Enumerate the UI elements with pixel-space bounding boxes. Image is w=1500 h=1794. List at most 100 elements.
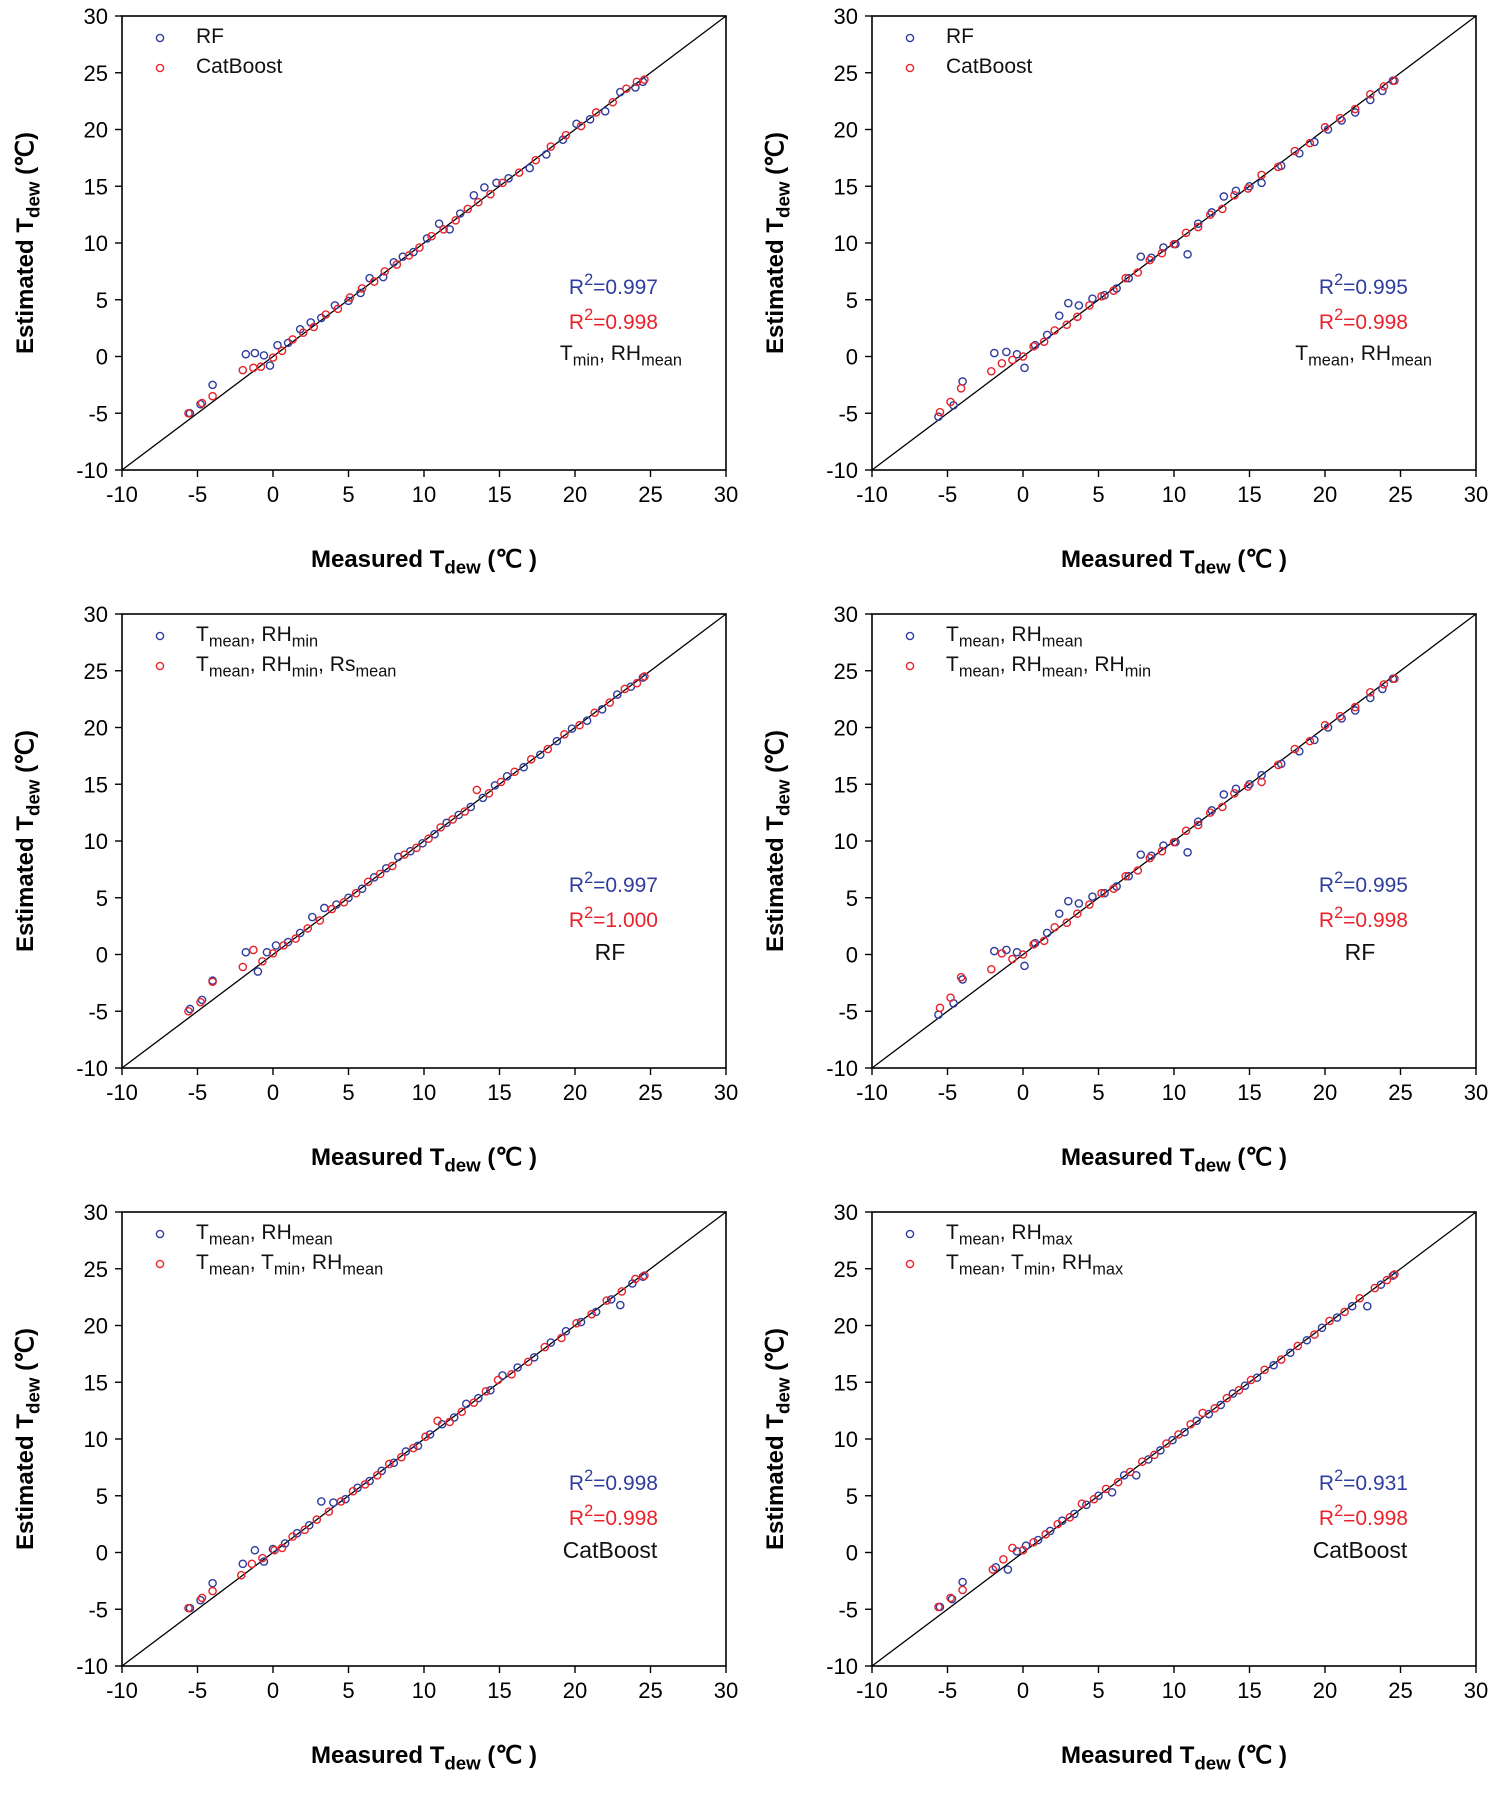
point-series-2 [608, 97, 618, 107]
panel-note: RF [1345, 941, 1376, 964]
point-series-1 [1269, 1360, 1278, 1370]
x-tick-label: 15 [1237, 1080, 1261, 1105]
subscript-text: mean [208, 662, 250, 681]
point-series-2 [1257, 170, 1266, 180]
x-tick-label: 0 [267, 1678, 279, 1703]
subscript-text: min [572, 351, 600, 370]
x-tick-label: -10 [856, 1678, 888, 1703]
y-tick-label: 15 [834, 1370, 858, 1395]
point-series-1 [1350, 108, 1360, 117]
point-series-1 [1063, 298, 1073, 308]
point-series-1 [389, 1458, 399, 1468]
point-series-2 [1390, 1270, 1399, 1279]
legend-marker [155, 33, 165, 43]
point-series-2 [1157, 248, 1167, 258]
point-series-2 [351, 888, 361, 898]
point-series-2 [572, 1318, 581, 1328]
point-series-2 [1073, 312, 1082, 322]
point-series-2 [279, 941, 288, 950]
r2-symbol: R [568, 311, 585, 334]
point-series-2 [1205, 808, 1215, 817]
point-series-1 [1219, 192, 1229, 201]
r2-blue-annotation: R2=0.998 [569, 1468, 658, 1495]
x-tick-label: 0 [1017, 1678, 1029, 1703]
point-series-1 [990, 946, 999, 956]
r2-red-annotation: R2=0.998 [1319, 905, 1408, 931]
point-series-1 [401, 1447, 411, 1456]
legend-label: RF [946, 26, 974, 47]
subscript-text: mean [1391, 351, 1432, 370]
point-series-2 [498, 178, 507, 188]
subscript-text: mean [208, 1260, 250, 1279]
subscript-text: mean [958, 1230, 1000, 1249]
point-series-2 [1121, 871, 1130, 881]
point-series-1 [1020, 961, 1029, 971]
point-series-1 [535, 750, 545, 760]
point-series-1 [492, 178, 501, 188]
y-tick-label: 10 [84, 231, 108, 256]
point-series-2 [1121, 273, 1130, 283]
point-series-2 [208, 977, 217, 987]
point-series-2 [1008, 1543, 1017, 1553]
legend-label: Tmean, RHmin [196, 624, 318, 650]
legend-marker [905, 631, 915, 641]
point-series-2 [184, 1006, 193, 1016]
panel-note: Tmean, RHmean [1295, 343, 1432, 369]
point-series-2 [1018, 950, 1028, 959]
subscript-text: max [1041, 1230, 1073, 1249]
r2-exponent: 2 [1334, 306, 1344, 324]
r2-value: =0.995 [1343, 874, 1408, 897]
chart-svg: -10 -5 0 5 10 15 20 25 30 -10 -5 0 5 10 15 20 25 30 [826, 4, 1488, 507]
point-series-1 [1136, 850, 1146, 859]
point-series-2 [531, 155, 541, 165]
point-series-2 [1243, 184, 1253, 193]
legend-label: Tmean, Tmin, RHmean [196, 1252, 383, 1278]
point-series-2 [1029, 341, 1038, 351]
point-series-2 [1390, 76, 1399, 85]
point-series-2 [1039, 936, 1049, 946]
x-axis-label-text: (℃ ) [1230, 1742, 1288, 1769]
y-axis-label-subscript: dew [772, 779, 794, 816]
r2-symbol: R [568, 874, 585, 897]
label-text: CatBoost [562, 1537, 658, 1563]
point-series-1 [1317, 1323, 1327, 1333]
point-series-1 [1124, 871, 1134, 881]
point-series-1 [552, 736, 562, 746]
x-tick-label: 5 [1092, 482, 1104, 507]
point-series-2 [409, 1443, 418, 1453]
y-tick-label: 20 [84, 118, 108, 143]
point-series-2 [1062, 320, 1072, 330]
x-tick-label: 30 [714, 482, 738, 507]
point-series-1 [1378, 86, 1387, 96]
r2-exponent: 2 [1334, 1502, 1344, 1520]
point-series-2 [439, 225, 448, 234]
x-tick-label: 5 [342, 1678, 354, 1703]
point-series-2 [1053, 1519, 1063, 1529]
point-series-2 [1097, 292, 1106, 301]
point-series-2 [1041, 1530, 1050, 1539]
r2-value: =0.998 [593, 1472, 658, 1495]
point-series-2 [1260, 1365, 1269, 1375]
one-to-one-line [871, 613, 1477, 1069]
label-text: T [946, 1221, 959, 1244]
point-series-2 [946, 1593, 955, 1603]
point-series-2 [590, 708, 599, 718]
x-tick-label: 15 [487, 1678, 511, 1703]
y-tick-label: 5 [846, 1484, 858, 1509]
x-tick-label: 25 [1388, 482, 1412, 507]
point-series-2 [184, 1603, 193, 1613]
point-series-2 [288, 335, 297, 344]
point-series-2 [315, 916, 325, 925]
point-series-2 [575, 720, 584, 730]
r2-exponent: 2 [584, 306, 594, 324]
point-series-2 [375, 869, 385, 879]
label-text: T [559, 342, 573, 365]
subscript-text: mean [958, 662, 1000, 681]
x-tick-label: 25 [1388, 1080, 1412, 1105]
x-tick-label: 20 [1313, 1080, 1337, 1105]
r2-exponent: 2 [584, 1502, 594, 1520]
point-series-2 [1320, 122, 1330, 132]
legend-label: CatBoost [946, 56, 1032, 77]
x-tick-label: 25 [638, 482, 662, 507]
y-tick-label: 10 [84, 1427, 108, 1452]
